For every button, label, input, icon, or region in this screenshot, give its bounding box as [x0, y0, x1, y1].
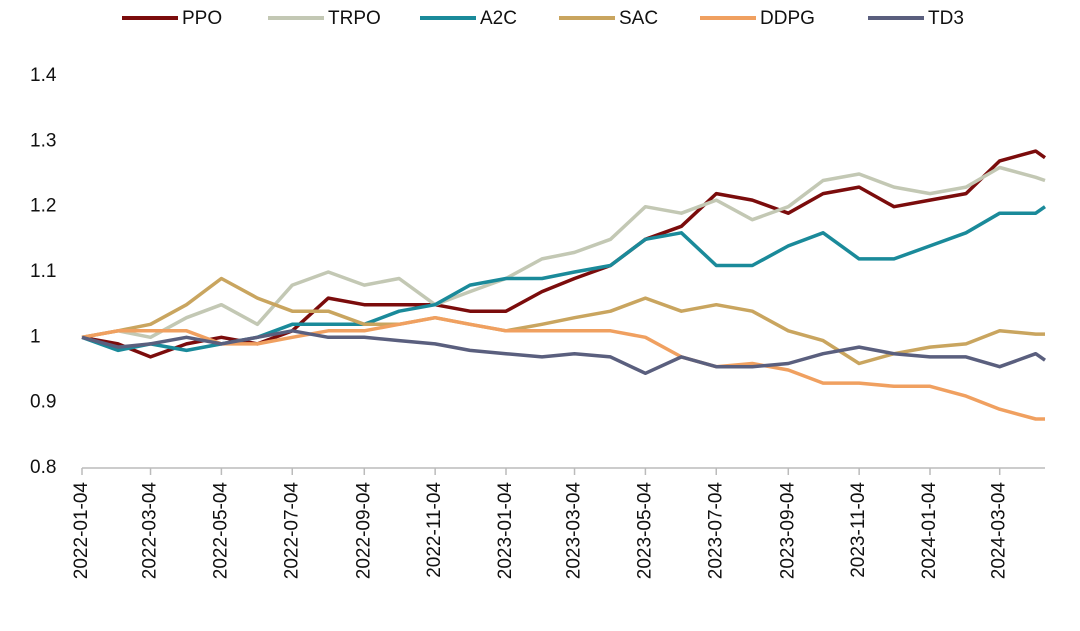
- series-line: [81, 315, 1045, 421]
- y-tick-label: 1.3: [30, 130, 56, 151]
- y-tick-label: 1.2: [30, 196, 56, 217]
- series-line: [81, 205, 1047, 353]
- x-tick-label: 2022-01-04: [71, 482, 92, 580]
- x-tick-label: 2023-01-04: [495, 482, 516, 580]
- x-tick-label: 2023-05-04: [634, 482, 655, 580]
- x-tick-label: 2022-05-04: [210, 482, 231, 580]
- x-tick-label: 2024-01-04: [919, 482, 940, 580]
- y-tick-label: 0.8: [30, 457, 56, 478]
- series-line: [81, 329, 1047, 376]
- series-line: [81, 165, 1046, 340]
- x-tick-label: 2022-11-04: [424, 482, 445, 578]
- legend-label: A2C: [480, 8, 517, 29]
- x-tick-label: 2023-09-04: [777, 482, 798, 580]
- series-line: [81, 149, 1047, 359]
- legend-label: SAC: [619, 8, 658, 29]
- series-line: [81, 276, 1045, 366]
- legend-label: TRPO: [328, 8, 381, 29]
- x-tick-label: 2023-11-04: [848, 482, 869, 578]
- x-tick-label: 2023-07-04: [705, 482, 726, 580]
- y-tick-label: 1.1: [30, 261, 56, 282]
- y-tick-label: 0.9: [30, 392, 56, 413]
- y-tick-label: 1: [30, 326, 41, 347]
- x-tick-label: 2023-03-04: [564, 482, 585, 580]
- legend-label: TD3: [928, 8, 964, 29]
- legend-label: DDPG: [760, 8, 815, 29]
- y-tick-label: 1.4: [30, 65, 57, 86]
- legend-label: PPO: [182, 8, 222, 29]
- x-tick-label: 2022-03-04: [140, 482, 161, 580]
- x-tick-label: 2022-09-04: [353, 482, 374, 580]
- x-tick-label: 2024-03-04: [989, 482, 1010, 580]
- x-tick-label: 2022-07-04: [281, 482, 302, 580]
